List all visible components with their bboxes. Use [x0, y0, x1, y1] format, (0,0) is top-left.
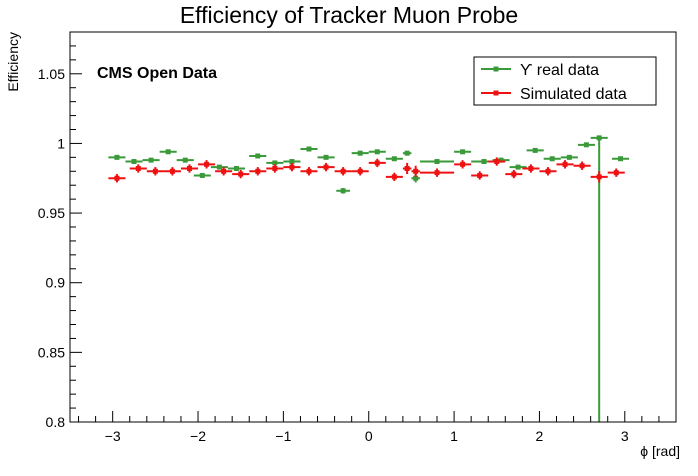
data-point [255, 168, 261, 174]
x-tick-label: 2 [536, 428, 544, 444]
data-point [306, 168, 312, 174]
x-axis-label: ϕ [rad] [640, 443, 680, 459]
cms-open-data-label: CMS Open Data [97, 65, 217, 82]
y-tick-label: 0.95 [38, 205, 65, 221]
data-point [199, 172, 205, 178]
data-point [481, 159, 487, 165]
data-point [238, 171, 244, 177]
axis-ticks: −3 −2 −1 0 1 2 3 0.8 0.85 0.9 0.95 1 1.05 [38, 31, 660, 444]
data-point [566, 154, 572, 160]
data-point [404, 166, 410, 171]
data-point [272, 166, 278, 171]
chart-title: Efficiency of Tracker Muon Probe [180, 2, 518, 28]
x-tick-label: −2 [190, 428, 206, 444]
data-point [391, 156, 397, 162]
data-point [460, 161, 466, 167]
x-tick-label: −1 [275, 428, 291, 444]
legend-marker-real-data [493, 66, 499, 72]
data-point [434, 170, 440, 176]
data-point [216, 164, 222, 170]
y-tick-label: 1.05 [38, 66, 65, 82]
data-point [374, 160, 380, 166]
data-point [186, 166, 192, 171]
data-point [289, 164, 295, 170]
data-point [169, 168, 175, 174]
data-point [204, 161, 210, 167]
data-point [511, 171, 517, 177]
data-point [340, 188, 346, 194]
data-point [221, 168, 227, 174]
data-series [108, 135, 630, 422]
data-point [391, 174, 397, 180]
legend: ϒ real data Simulated data [473, 56, 657, 106]
legend-marker-simulated-data [493, 90, 499, 96]
data-point [498, 157, 504, 163]
y-tick-label: 0.9 [46, 275, 66, 291]
data-point [323, 154, 329, 160]
y-tick-label: 1 [57, 135, 65, 151]
data-point [357, 150, 363, 156]
data-point [532, 147, 538, 153]
data-point [477, 172, 483, 178]
data-point [357, 168, 363, 174]
data-point [515, 164, 521, 170]
data-point [306, 146, 312, 152]
data-point [545, 168, 551, 174]
data-point [272, 160, 278, 166]
data-point [323, 164, 329, 170]
data-point [562, 161, 568, 167]
x-tick-label: 0 [365, 428, 373, 444]
data-point [135, 166, 141, 171]
data-point [182, 157, 188, 163]
plot-frame [69, 31, 677, 423]
data-point [613, 170, 619, 176]
legend-box [473, 56, 657, 106]
data-point [233, 166, 239, 171]
x-tick-label: 3 [621, 428, 629, 444]
data-point [596, 135, 602, 141]
x-tick-label: −3 [105, 428, 121, 444]
series-simulated-data [108, 157, 625, 183]
data-point [114, 175, 120, 181]
data-point [460, 149, 466, 155]
data-point [618, 156, 624, 162]
data-point [340, 168, 346, 174]
data-point [494, 159, 500, 165]
data-point [114, 154, 120, 160]
data-point [413, 175, 419, 181]
data-point [152, 168, 158, 174]
series-real-data [108, 135, 630, 422]
data-point [549, 156, 555, 162]
data-point [148, 157, 154, 163]
y-tick-label: 0.85 [38, 344, 65, 360]
data-point [374, 149, 380, 155]
data-point [528, 166, 534, 171]
legend-label-simulated-data: Simulated data [520, 86, 627, 103]
data-point [434, 159, 440, 165]
data-point [255, 153, 261, 159]
data-point [404, 150, 410, 156]
data-point [579, 163, 585, 169]
data-point [583, 142, 589, 148]
y-axis-label: Efficiency [5, 32, 21, 92]
data-point [596, 174, 602, 180]
x-tick-label: 1 [450, 428, 458, 444]
legend-label-real-data: ϒ real data [520, 62, 599, 79]
data-point [289, 159, 295, 165]
data-point [165, 149, 171, 155]
data-point [413, 168, 419, 174]
data-point [131, 159, 137, 165]
y-tick-label: 0.8 [46, 414, 66, 430]
